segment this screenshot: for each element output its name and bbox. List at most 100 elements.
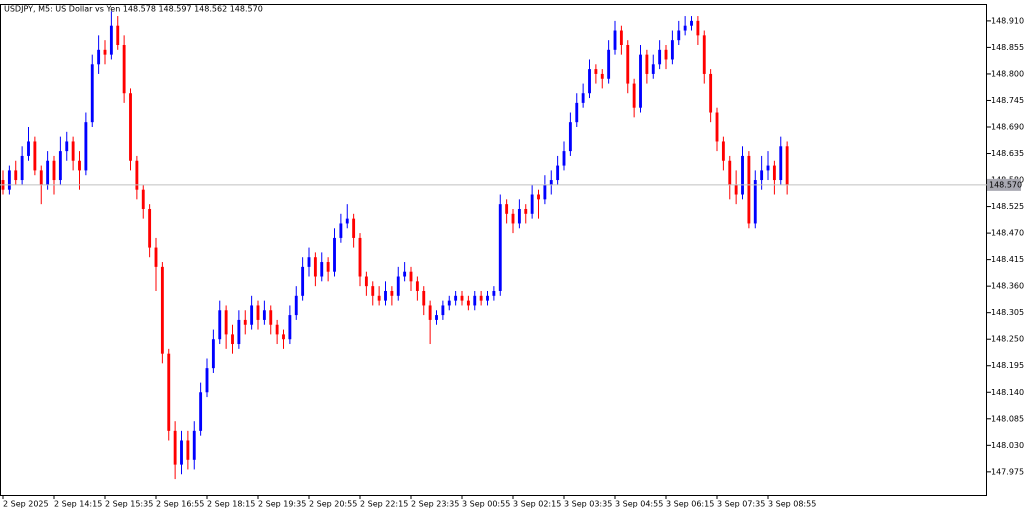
candle-body	[779, 146, 783, 181]
y-tick-label: 148.745	[991, 96, 1024, 105]
candle-body	[766, 165, 770, 171]
candle-body	[632, 83, 636, 108]
y-tick-label: 148.085	[991, 414, 1024, 423]
candle-body	[84, 122, 88, 171]
candle-body	[466, 300, 470, 306]
y-tick-label: 148.250	[991, 335, 1024, 344]
x-tick-label: 2 Sep 18:15	[207, 500, 255, 509]
y-tick-label: 148.360	[991, 282, 1024, 291]
candle-body	[97, 49, 101, 65]
candle-body	[517, 208, 521, 224]
candle-body	[734, 184, 738, 195]
candle-body	[186, 440, 190, 460]
candle-body	[664, 49, 668, 60]
candle-body	[275, 324, 279, 335]
candle-body	[645, 54, 649, 74]
candle-body	[747, 155, 751, 224]
candle-body	[454, 295, 458, 301]
candle-body	[211, 339, 215, 369]
candle-body	[670, 40, 674, 60]
candle-body	[320, 262, 324, 277]
candle-body	[435, 315, 438, 320]
last-price-label: 148.570	[989, 180, 1022, 189]
x-tick-label: 2 Sep 23:35	[411, 500, 459, 509]
candle-body	[384, 290, 387, 301]
x-tick-label: 3 Sep 00:55	[462, 500, 510, 509]
candle-body	[422, 290, 426, 306]
candle-body	[428, 305, 432, 320]
candle-body	[326, 262, 330, 272]
candle-body	[415, 281, 419, 291]
candle-body	[396, 276, 400, 296]
candle-body	[588, 69, 591, 94]
x-tick-label: 3 Sep 02:15	[513, 500, 561, 509]
candle-body	[199, 392, 203, 431]
x-tick-label: 3 Sep 06:15	[666, 500, 714, 509]
candle-body	[262, 310, 266, 320]
candle-body	[683, 25, 687, 31]
candle-body	[390, 290, 394, 296]
candle-body	[581, 93, 585, 103]
candle-body	[371, 286, 375, 296]
candle-body	[58, 151, 62, 181]
y-tick-label: 147.975	[991, 467, 1024, 476]
candle-body	[543, 184, 547, 200]
candle-body	[282, 334, 285, 340]
y-tick-label: 148.855	[991, 43, 1024, 52]
candle-body	[441, 305, 445, 316]
candle-body	[460, 295, 464, 301]
candle-body	[607, 49, 611, 79]
x-tick-label: 2 Sep 20:55	[309, 500, 357, 509]
candle-body	[575, 102, 579, 123]
y-tick-label: 148.910	[991, 16, 1024, 25]
candle-body	[721, 141, 725, 161]
candle-body	[403, 271, 407, 277]
candle-body	[256, 305, 260, 320]
candle-body	[677, 30, 681, 41]
candle-body	[141, 189, 145, 209]
x-tick-label: 3 Sep 04:55	[615, 500, 663, 509]
candle-body	[14, 170, 18, 181]
candle-body	[135, 160, 139, 190]
candle-body	[486, 295, 489, 301]
candle-body	[447, 300, 451, 306]
x-tick-label: 2 Sep 14:15	[54, 500, 102, 509]
candle-body	[71, 141, 75, 161]
candle-body	[473, 295, 477, 306]
candle-body	[530, 194, 534, 214]
candle-body	[377, 295, 381, 301]
candle-body	[148, 208, 152, 248]
y-tick-label: 148.305	[991, 308, 1024, 317]
candle-body	[556, 165, 560, 181]
candle-body	[753, 180, 757, 224]
candle-body	[364, 276, 368, 287]
candle-body	[479, 295, 483, 301]
y-tick-label: 148.195	[991, 361, 1024, 370]
candle-body	[505, 204, 509, 214]
y-tick-label: 148.690	[991, 122, 1024, 131]
candle-body	[339, 223, 343, 238]
candle-body	[613, 30, 617, 50]
candle-body	[109, 25, 113, 55]
x-tick-label: 2 Sep 19:35	[258, 500, 306, 509]
candle-body	[658, 49, 662, 65]
candle-body	[492, 290, 496, 296]
candle-body	[715, 112, 719, 142]
candle-body	[568, 122, 572, 152]
candle-body	[626, 44, 630, 84]
candle-body	[122, 44, 126, 94]
x-tick-label: 3 Sep 07:35	[717, 500, 765, 509]
candle-body	[760, 170, 764, 181]
candle-body	[154, 247, 158, 267]
x-tick-label: 3 Sep 03:35	[564, 500, 612, 509]
x-tick-label: 2 Sep 2025	[3, 500, 49, 509]
candle-body	[639, 54, 642, 108]
candle-body	[20, 155, 24, 181]
candle-body	[498, 204, 502, 291]
y-tick-label: 148.030	[991, 441, 1024, 450]
candle-body	[651, 64, 655, 74]
candle-body	[313, 257, 317, 277]
candle-body	[224, 310, 228, 335]
candle-body	[594, 69, 598, 74]
